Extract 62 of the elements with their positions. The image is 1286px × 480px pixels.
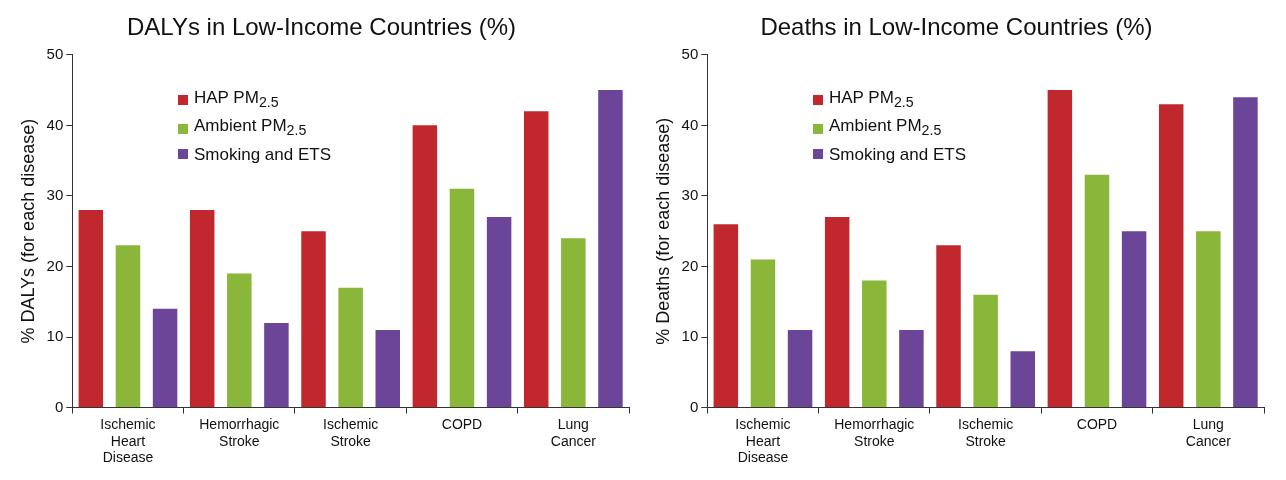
y-tick-label: 40 — [681, 115, 699, 133]
bar — [1233, 97, 1258, 408]
bar — [713, 224, 739, 408]
chart-title: DALYs in Low-Income Countries (%) — [126, 13, 517, 41]
legend-label: HAP PM$_{2.5}$ — [194, 87, 279, 113]
legend-label: HAP PM$_{2.5}$ — [829, 87, 914, 113]
bar — [824, 217, 850, 408]
y-tick-label: 0 — [54, 397, 64, 415]
x-tick-label: COPD — [1076, 415, 1118, 432]
bar — [301, 231, 326, 408]
legend-label: Smoking and ETS — [194, 143, 332, 166]
bar — [936, 245, 961, 408]
y-tick-label: 10 — [681, 327, 699, 345]
y-tick-label: 0 — [689, 397, 699, 415]
x-tick-label: Hemorrhagic Stroke — [199, 415, 280, 449]
bar — [862, 280, 887, 408]
bar — [78, 210, 104, 408]
legend-label: Smoking and ETS — [829, 143, 967, 166]
x-tick-label: Ischemic Heart Disease — [735, 415, 791, 466]
x-tick-label: Ischemic Heart Disease — [100, 415, 156, 466]
legend-label: Ambient PM$_{2.5}$ — [194, 115, 307, 141]
bar — [787, 329, 813, 408]
legend-label: Ambient PM$_{2.5}$ — [829, 115, 942, 141]
bar — [750, 259, 776, 408]
y-tick-label: 50 — [681, 44, 699, 62]
bar — [486, 217, 512, 408]
y-axis-title: % DALYs (for each disease) — [17, 118, 38, 344]
x-tick-label: Lung Cancer — [550, 415, 597, 449]
bar — [523, 111, 549, 408]
y-tick-label: 30 — [46, 186, 64, 204]
bar — [1121, 231, 1147, 408]
bar — [189, 210, 215, 408]
x-tick-label: COPD — [441, 415, 483, 432]
bar — [375, 329, 400, 408]
bar — [1158, 104, 1184, 408]
bar — [561, 238, 586, 408]
y-tick-label: 20 — [46, 256, 64, 274]
y-tick-label: 40 — [46, 115, 64, 133]
y-tick-label: 20 — [681, 256, 699, 274]
x-tick-label: Ischemic Stroke — [958, 415, 1014, 449]
bar — [1010, 351, 1035, 408]
bar — [973, 294, 998, 408]
y-tick-label: 10 — [46, 327, 64, 345]
bar — [1047, 90, 1073, 408]
y-tick-label: 30 — [681, 186, 699, 204]
bar — [338, 287, 363, 408]
bar — [899, 329, 924, 408]
bar — [449, 188, 475, 408]
x-tick-label: Hemorrhagic Stroke — [834, 415, 915, 449]
bar — [264, 322, 289, 408]
bar — [1196, 231, 1221, 408]
x-tick-label: Lung Cancer — [1185, 415, 1232, 449]
bar — [152, 308, 178, 408]
y-tick-label: 50 — [46, 44, 64, 62]
chart-title: Deaths in Low-Income Countries (%) — [760, 13, 1153, 41]
y-axis-title: % Deaths (for each disease) — [652, 117, 673, 345]
bar — [227, 273, 252, 408]
bar — [115, 245, 141, 408]
bar — [598, 90, 623, 408]
x-tick-label: Ischemic Stroke — [323, 415, 379, 449]
bar — [412, 125, 438, 408]
bar — [1084, 174, 1110, 408]
